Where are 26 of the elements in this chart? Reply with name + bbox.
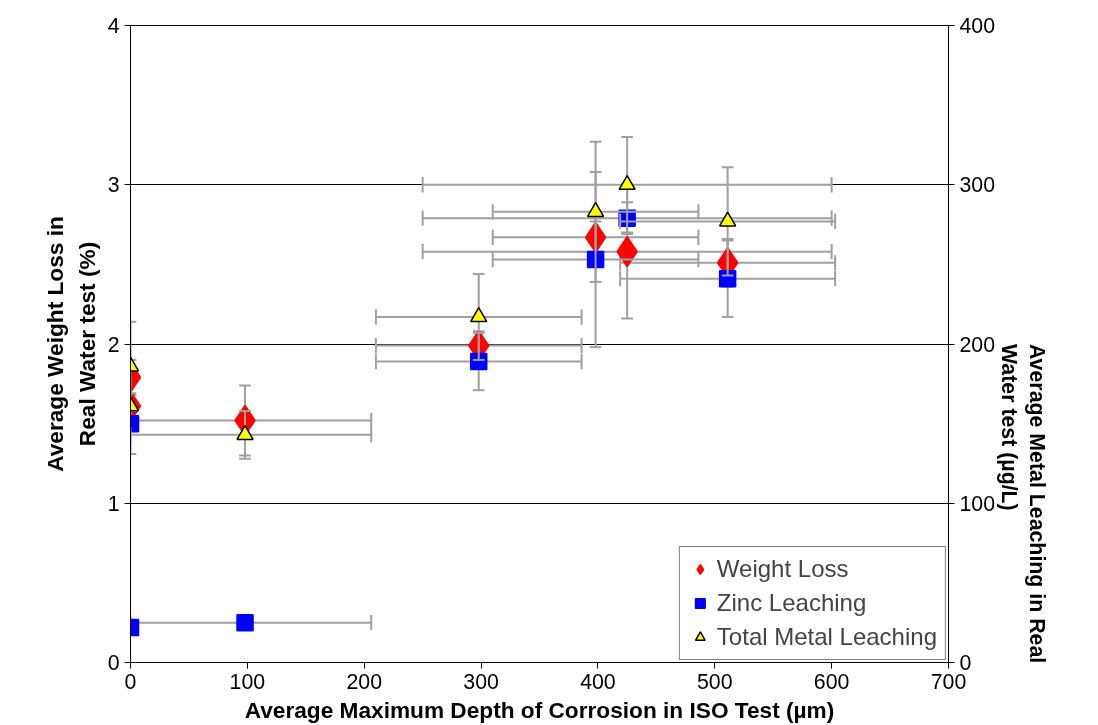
y-tick-label: 0 bbox=[107, 651, 120, 675]
x-tick-label: 500 bbox=[696, 669, 733, 694]
x-axis-title: Average Maximum Depth of Corrosion in ISO Test (µm) bbox=[244, 696, 835, 723]
y2-tick-label: 300 bbox=[959, 173, 996, 198]
y-axis-title: Average Weight Loss in Real Water test (%) bbox=[42, 216, 100, 472]
y-tick-label: 1 bbox=[107, 491, 120, 516]
x-tick-label: 600 bbox=[813, 669, 850, 694]
point bbox=[718, 211, 737, 227]
legend-label: Zinc Leaching bbox=[716, 589, 867, 617]
y-tick-label: 3 bbox=[107, 173, 120, 198]
y2-tick-label: 400 bbox=[959, 14, 996, 38]
point bbox=[618, 174, 636, 191]
point bbox=[586, 201, 605, 218]
x-tick-label: 200 bbox=[346, 669, 383, 694]
x-tick-label: 0 bbox=[124, 669, 137, 694]
x-tick-label: 400 bbox=[580, 669, 616, 694]
y-tick-label: 2 bbox=[107, 332, 120, 357]
point bbox=[469, 306, 488, 323]
x-tick-label: 300 bbox=[463, 669, 499, 694]
y-tick-label: 4 bbox=[107, 14, 120, 38]
y2-axis-title: Average Metal Leaching in Real Water test (µg/L) bbox=[996, 344, 1050, 664]
legend-label: Weight Loss bbox=[716, 555, 849, 583]
y2-tick-label: 200 bbox=[959, 332, 996, 357]
y2-tick-label: 100 bbox=[959, 491, 996, 516]
legend-label: Total Metal Leaching bbox=[716, 623, 937, 651]
x-tick-label: 100 bbox=[229, 669, 266, 694]
